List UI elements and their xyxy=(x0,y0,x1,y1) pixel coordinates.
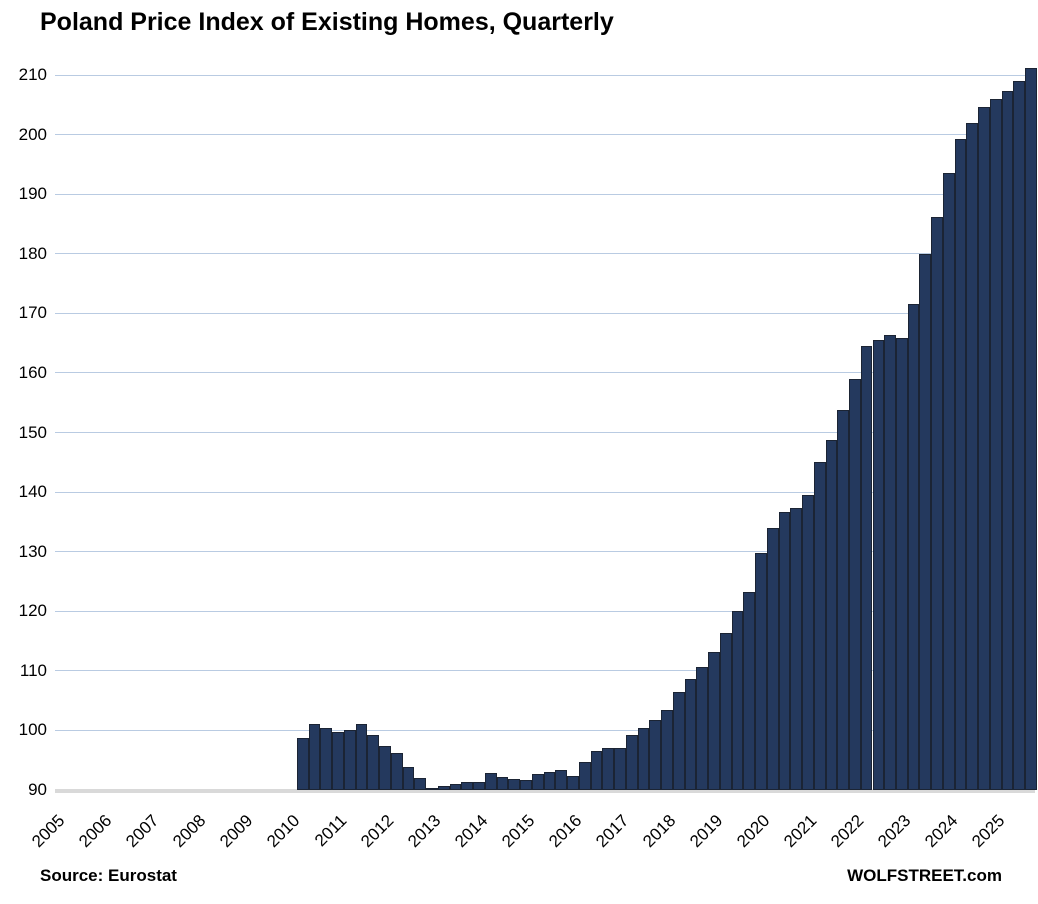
y-tick-label-180: 180 xyxy=(18,243,47,263)
gridline-200 xyxy=(55,134,1035,136)
gridline-120 xyxy=(55,610,1035,612)
bar-2025-Q1 xyxy=(1001,91,1014,790)
bar-2020-Q2 xyxy=(778,512,791,790)
bar-2023-Q2 xyxy=(919,253,932,790)
bar-2013-Q4 xyxy=(473,781,485,790)
bar-2018-Q1 xyxy=(672,692,685,790)
y-tick-label-120: 120 xyxy=(18,601,47,621)
bar-2024-Q1 xyxy=(954,138,967,790)
bar-2016-Q3 xyxy=(602,747,615,790)
gridline-110 xyxy=(55,670,1035,672)
bar-2024-Q4 xyxy=(989,99,1002,790)
bar-2022-Q3 xyxy=(884,334,896,790)
wolfstreet-branding: WOLFSTREET.com xyxy=(847,866,1002,885)
y-tick-label-200: 200 xyxy=(18,124,47,144)
y-tick-label-90: 90 xyxy=(28,780,47,799)
gridline-160 xyxy=(55,372,1035,374)
bar-2011-Q3 xyxy=(367,735,380,790)
y-tick-label-150: 150 xyxy=(18,422,47,442)
bar-2016-Q2 xyxy=(590,751,603,790)
plot-area: 90 100 110 120 130 140 150 160 170 180 190 200 210 20… xyxy=(19,65,1037,851)
y-tick-label-110: 110 xyxy=(19,660,47,680)
bar-2021-Q3 xyxy=(837,409,849,790)
chart-title: Poland Price Index of Existing Homes, Qu… xyxy=(40,8,614,36)
bar-2013-Q3 xyxy=(461,782,474,790)
bar-2018-Q2 xyxy=(684,678,697,790)
bar-2014-Q1 xyxy=(484,772,497,790)
bar-2013-Q2 xyxy=(449,784,462,790)
bar-2020-Q1 xyxy=(766,527,779,790)
bar-2013-Q1 xyxy=(437,785,450,790)
bar-2024-Q3 xyxy=(978,107,990,790)
bar-2014-Q2 xyxy=(496,776,509,790)
bar-2023-Q3 xyxy=(931,217,943,790)
source-note: Source: Eurostat xyxy=(40,866,177,885)
gridline-210 xyxy=(55,74,1035,76)
bar-2011-Q4 xyxy=(379,745,391,790)
bar-2019-Q3 xyxy=(743,592,756,790)
gridline-130 xyxy=(55,551,1035,553)
gridline-100 xyxy=(55,729,1035,731)
bar-2017-Q1 xyxy=(625,735,638,790)
bar-2025-Q2 xyxy=(1013,80,1026,790)
bar-2024-Q2 xyxy=(966,123,979,790)
bar-2010-Q3 xyxy=(320,728,333,790)
gridline-170 xyxy=(55,312,1035,314)
y-tick-label-100: 100 xyxy=(18,720,47,740)
bar-2010-Q1 xyxy=(297,737,309,790)
bar-2017-Q4 xyxy=(661,710,673,790)
bar-2012-Q1 xyxy=(390,753,403,790)
y-tick-label-160: 160 xyxy=(18,362,47,382)
bar-2017-Q2 xyxy=(637,728,650,790)
bar-2015-Q4 xyxy=(567,775,579,790)
bar-2019-Q1 xyxy=(719,633,732,790)
y-tick-label-210: 210 xyxy=(18,65,47,84)
bar-2012-Q2 xyxy=(402,766,415,790)
bar-2016-Q1 xyxy=(578,762,591,790)
bar-2011-Q2 xyxy=(355,724,368,790)
bar-2017-Q3 xyxy=(649,720,662,790)
gridline-140 xyxy=(55,491,1035,493)
bar-2021-Q1 xyxy=(813,462,826,790)
bar-2012-Q3 xyxy=(414,777,427,790)
bar-2015-Q2 xyxy=(543,771,556,790)
bar-2016-Q4 xyxy=(614,747,626,790)
bar-2021-Q4 xyxy=(849,379,861,790)
bar-2018-Q3 xyxy=(696,667,709,790)
bar-2021-Q2 xyxy=(825,440,838,790)
y-tick-label-140: 140 xyxy=(18,482,47,502)
bar-2022-Q4 xyxy=(895,338,908,790)
bar-2014-Q3 xyxy=(508,778,521,790)
y-tick-label-130: 130 xyxy=(18,541,47,561)
bar-2025-Q3 xyxy=(1025,67,1037,790)
bar-2023-Q4 xyxy=(942,173,955,790)
y-tick-label-170: 170 xyxy=(18,303,47,323)
gridline-150 xyxy=(55,432,1035,433)
bar-2023-Q1 xyxy=(907,304,920,790)
bar-2018-Q4 xyxy=(708,652,720,790)
bar-2020-Q3 xyxy=(790,507,803,790)
bar-2012-Q4 xyxy=(426,787,438,790)
y-tick-label-190: 190 xyxy=(18,184,47,204)
bar-2010-Q4 xyxy=(332,731,344,790)
bar-2020-Q4 xyxy=(802,495,814,790)
bar-2019-Q4 xyxy=(755,552,767,790)
gridline-190 xyxy=(55,193,1035,195)
x-axis-baseline xyxy=(55,789,1035,793)
bar-2022-Q1 xyxy=(860,346,873,790)
gridline-180 xyxy=(55,253,1035,255)
bar-2015-Q1 xyxy=(531,773,544,790)
bar-2014-Q4 xyxy=(520,780,532,790)
bar-2010-Q2 xyxy=(308,724,321,790)
bar-2015-Q3 xyxy=(555,769,568,790)
bar-2019-Q2 xyxy=(731,611,744,790)
bar-2022-Q2 xyxy=(872,340,885,790)
bar-2011-Q1 xyxy=(343,730,356,790)
